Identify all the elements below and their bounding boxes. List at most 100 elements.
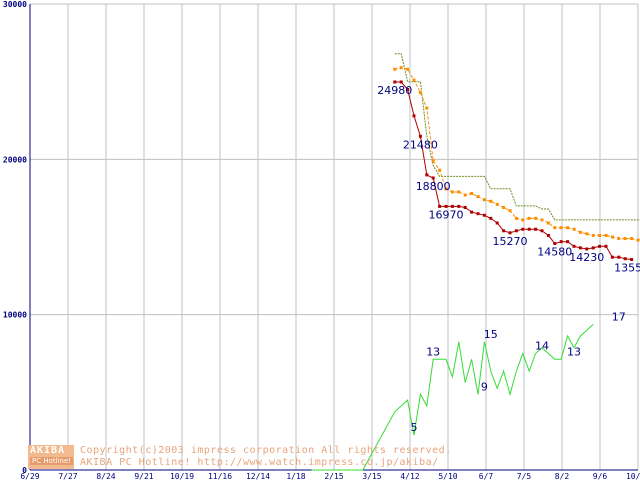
- x-tick-label: 10/19: [170, 472, 194, 480]
- point-low: [431, 176, 435, 180]
- point-avg: [585, 232, 589, 236]
- point-low: [553, 242, 557, 246]
- point-low: [630, 258, 634, 262]
- price-label: 18800: [416, 180, 451, 193]
- point-low: [610, 255, 614, 259]
- x-tick-label: 8/2: [555, 472, 570, 480]
- point-low: [476, 212, 480, 216]
- point-avg: [540, 218, 544, 222]
- point-low: [559, 240, 563, 244]
- point-avg: [610, 235, 614, 239]
- point-avg: [476, 195, 480, 199]
- point-avg: [559, 226, 563, 230]
- point-low: [495, 221, 499, 225]
- x-tick-label: 2/15: [324, 472, 343, 480]
- point-avg: [553, 226, 557, 230]
- point-avg: [393, 67, 397, 71]
- point-avg: [470, 192, 474, 196]
- y-tick-label: 10000: [3, 311, 27, 320]
- point-avg: [617, 237, 621, 241]
- point-avg: [521, 218, 525, 222]
- point-avg: [450, 190, 454, 194]
- x-tick-label: 3/15: [362, 472, 381, 480]
- point-avg: [495, 202, 499, 206]
- point-low: [418, 134, 422, 138]
- point-low: [514, 229, 518, 233]
- point-low: [527, 227, 531, 231]
- series-line-count: [311, 324, 594, 471]
- x-tick-label: 9/6: [593, 472, 608, 480]
- point-low: [617, 255, 621, 259]
- point-low: [470, 210, 474, 214]
- price-label: 21480: [403, 138, 438, 151]
- point-low: [444, 204, 448, 208]
- price-label: 24980: [377, 84, 412, 97]
- point-low: [457, 204, 461, 208]
- price-label: 15270: [493, 235, 528, 248]
- point-avg: [546, 221, 550, 225]
- point-low: [604, 244, 608, 248]
- copyright-text: Copyright(c)2003 impress corporation All…: [80, 445, 452, 456]
- point-avg: [534, 216, 538, 220]
- point-avg: [508, 209, 512, 213]
- y-tick-label: 20000: [3, 155, 27, 164]
- x-tick-label: 11/16: [208, 472, 232, 480]
- point-avg: [425, 106, 429, 110]
- price-label: 14230: [569, 251, 604, 264]
- point-low: [450, 204, 454, 208]
- point-avg: [636, 238, 640, 242]
- point-low: [508, 231, 512, 235]
- point-low: [406, 87, 410, 91]
- point-low: [540, 229, 544, 233]
- y-tick-label: 30000: [3, 0, 27, 9]
- y-tick-labels: 0 10000 20000 30000: [3, 0, 27, 475]
- point-low: [438, 204, 442, 208]
- point-avg: [566, 226, 570, 230]
- series-line-low: [394, 81, 632, 260]
- x-tick-label: 6/7: [479, 472, 494, 480]
- point-avg: [406, 67, 410, 71]
- price-label: 16970: [429, 208, 464, 221]
- point-low: [425, 173, 429, 177]
- x-tick-label: 4/12: [400, 472, 419, 480]
- point-avg: [578, 230, 582, 234]
- point-avg: [598, 233, 602, 237]
- point-low: [502, 229, 506, 233]
- logo-bottom-text: PC Hotline!: [30, 457, 74, 465]
- point-low: [623, 257, 627, 261]
- x-tick-label: 8/24: [96, 472, 115, 480]
- point-low: [591, 246, 595, 250]
- x-tick-label: 7/5: [517, 472, 532, 480]
- point-low: [534, 227, 538, 231]
- count-label: 5: [411, 421, 418, 434]
- point-avg: [412, 78, 416, 82]
- point-avg: [444, 187, 448, 191]
- point-avg: [482, 198, 486, 202]
- x-tick-label: 9/21: [134, 472, 153, 480]
- point-avg: [418, 91, 422, 95]
- count-label: 13: [426, 345, 440, 358]
- point-avg: [457, 190, 461, 194]
- grid-lines: [29, 3, 639, 471]
- x-tick-label: 1/18: [286, 472, 305, 480]
- point-avg: [438, 168, 442, 172]
- y-tick-label: 0: [22, 466, 27, 475]
- series-markers: [393, 66, 640, 262]
- logo-top-text: AKIBA: [30, 445, 66, 456]
- point-avg: [630, 237, 634, 241]
- point-low: [399, 80, 403, 84]
- point-low: [572, 244, 576, 248]
- point-avg: [591, 233, 595, 237]
- series-line-high: [394, 53, 640, 221]
- copyright-banner: AKIBA PC Hotline! Copyright(c)2003 impre…: [28, 445, 548, 471]
- x-tick-label: 6/29: [20, 472, 39, 480]
- x-tick-label: 7/27: [58, 472, 77, 480]
- akiba-logo: AKIBA PC Hotline!: [28, 445, 74, 469]
- x-tick-labels: 6/29 7/27 8/24 9/21 10/19 11/16 12/14 1/18 2/15 3…: [20, 472, 640, 480]
- point-low: [585, 247, 589, 251]
- point-avg: [431, 159, 435, 163]
- point-avg: [502, 205, 506, 209]
- point-avg: [604, 233, 608, 237]
